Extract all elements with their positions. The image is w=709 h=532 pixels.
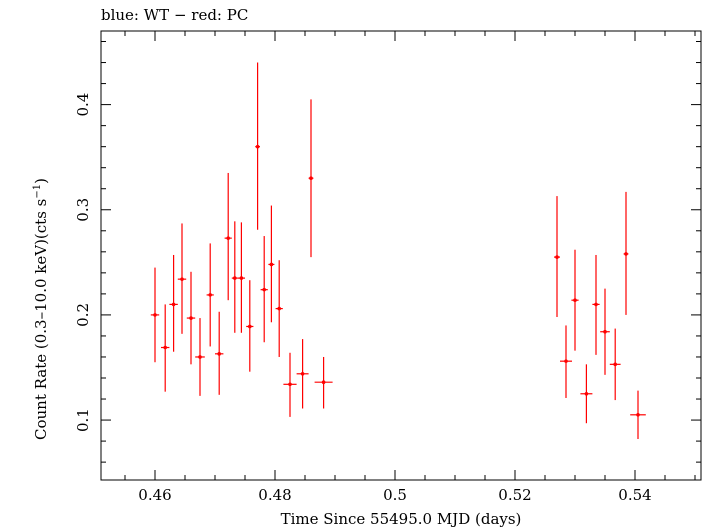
point-marker [573,298,577,302]
data-point [609,328,621,401]
data-point [592,254,600,355]
data-point [268,205,275,323]
point-marker [248,324,252,329]
y-tick-label: 0.1 [74,408,92,432]
y-tick-label: 0.4 [74,93,92,117]
data-point [260,236,268,343]
point-marker [309,176,313,181]
tick-labels: 0.46 0.48 0.5 0.52 0.54 0.1 0.2 0.3 0.4 [74,93,652,504]
x-tick-label: 0.48 [258,486,291,504]
point-marker [180,277,184,281]
data-point [600,288,610,375]
y-tick-label: 0.2 [74,303,92,327]
point-marker [269,262,274,267]
data-point [215,311,224,395]
data-point [275,260,283,357]
y-tick-label: 0.3 [74,198,92,222]
point-marker [189,316,193,320]
data-point [560,325,572,398]
data-point [314,356,333,409]
point-marker [233,276,237,280]
data-point [231,221,238,333]
data-point [571,249,579,351]
data-point [150,267,160,363]
data-point [554,196,560,318]
point-marker [208,293,212,297]
plot-frame [100,30,702,481]
y-axis-label-end: ) [32,178,50,184]
x-tick-label: 0.5 [383,486,407,504]
point-marker [171,302,176,307]
point-marker [288,382,292,387]
point-marker [217,352,221,356]
data-point [224,172,232,301]
point-marker [226,236,230,240]
point-marker [321,380,326,385]
chart-title: blue: WT − red: PC [101,6,249,24]
x-axis-label: Time Since 55495.0 MJD (days) [280,510,522,528]
x-tick-label: 0.54 [618,486,651,504]
point-marker [262,287,267,292]
data-point [623,191,629,315]
data-point [630,390,646,439]
data-point [177,223,187,334]
point-marker [198,355,202,359]
data-point [169,254,178,352]
data-point [308,99,314,258]
point-marker [555,255,559,259]
y-axis-label-text: Count Rate (0.3–10.0 keV)(cts s [32,198,50,440]
data-point [283,352,297,417]
axis-ticks [101,31,701,480]
point-marker [613,362,617,367]
point-marker [624,252,628,256]
x-tick-label: 0.46 [138,486,171,504]
point-marker [603,329,607,334]
data-point [161,304,170,392]
y-axis-label: Count Rate (0.3–10.0 keV)(cts s−1) [32,139,50,479]
point-marker [594,302,598,307]
point-marker [255,144,260,149]
data-point [246,280,254,372]
point-marker [564,359,568,363]
point-marker [300,371,305,376]
point-marker [163,345,167,350]
data-point [206,243,214,347]
y-axis-label-exponent: −1 [32,183,43,199]
data-point [255,62,260,230]
point-marker [636,413,640,417]
point-marker [239,276,244,280]
point-marker [584,391,589,396]
data-point [580,364,593,424]
point-marker [277,306,282,311]
data-point [237,222,245,333]
data-point [195,318,205,396]
point-marker [153,313,157,317]
data-point [186,271,196,365]
data-points [150,62,646,439]
data-point [296,339,309,409]
x-tick-label: 0.52 [498,486,531,504]
